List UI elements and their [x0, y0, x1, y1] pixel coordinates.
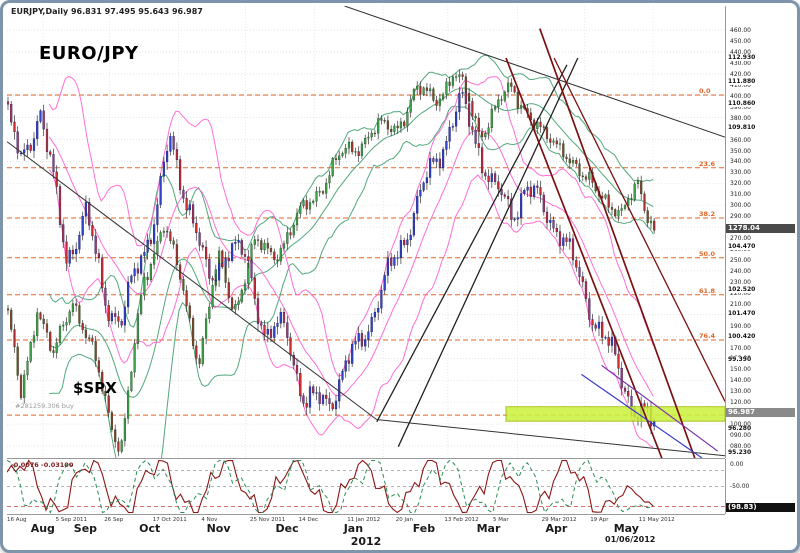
axis-label: 100.420 — [727, 333, 757, 340]
axis-label: 96.280 — [727, 425, 753, 433]
axis-label: 109.810 — [727, 123, 757, 131]
axis-label: 110.860 — [727, 100, 757, 108]
axis-label: 360.00 — [730, 136, 751, 144]
month-label: Feb — [412, 522, 436, 535]
axis-label: 95.230 — [727, 448, 753, 456]
month-label: Sep — [73, 522, 98, 535]
svg-text:76.4: 76.4 — [699, 332, 716, 340]
current-date-label: 01/06/2012 — [605, 535, 656, 544]
oscillator-axis[interactable]: (98.83) 0.00 -50.00 — [725, 459, 795, 514]
axis-label: 102.520 — [727, 286, 757, 294]
axis-label: 101.470 — [727, 309, 757, 317]
time-tick-label: 26 Sep — [104, 517, 124, 523]
time-tick-label: 5 Sep 2011 — [55, 517, 87, 523]
axis-label: 460.00 — [730, 27, 751, 35]
month-label: Aug — [30, 522, 55, 535]
time-tick-label: 25 Nov 2011 — [250, 517, 286, 523]
price-axis[interactable]: 460.00 450.00 440.00 430.00 420.00 410.00 400.… — [725, 6, 795, 458]
axis-label: 410.00 — [730, 81, 751, 89]
axis-label: 120.00 — [730, 399, 751, 407]
time-tick-label: 11 May 2012 — [638, 517, 675, 523]
axis-label: 100.00 — [730, 421, 751, 429]
order-annotation: #281259.306 buy — [15, 402, 74, 410]
time-tick-label: 14 Dec — [298, 517, 318, 523]
month-label: Mar — [476, 522, 501, 535]
time-tick-label: 5 Mar — [493, 517, 509, 523]
symbol-ohlc-title: EURJPY,Daily 96.831 97.495 95.643 96.987 — [11, 7, 203, 16]
time-tick-label: 16 Aug — [7, 517, 27, 523]
axis-label: 440.00 — [730, 49, 751, 56]
axis-label: 170.00 — [730, 344, 751, 352]
axis-label: 0.00 — [730, 461, 744, 468]
axis-label: 210.00 — [730, 300, 751, 308]
price-tag: 96.987 — [726, 407, 795, 417]
axis-label: 350.00 — [730, 147, 751, 155]
axis-label: 080.00 — [730, 443, 751, 450]
month-label: Apr — [545, 522, 568, 535]
axis-label: 140.00 — [730, 377, 751, 385]
time-tick-label: 19 Apr — [590, 517, 609, 523]
axis-label: 230.00 — [730, 278, 751, 286]
indicator-values-label: -0.0076 -0.03100 — [11, 461, 74, 469]
time-tick-label: 13 Feb 2012 — [444, 517, 479, 523]
svg-text:50.0: 50.0 — [699, 250, 716, 258]
axis-label: 130.00 — [730, 388, 751, 396]
price-chart-canvas[interactable]: 0.0 23.6 38.2 50.0 61.8 76.4 — [7, 6, 725, 458]
oscillator-panel[interactable] — [7, 459, 725, 515]
pair-label: EURO/JPY — [39, 43, 139, 64]
axis-label: 150.00 — [730, 366, 751, 374]
time-tick-label: 29 Mar 2012 — [541, 517, 577, 523]
axis-label: 380.00 — [730, 114, 751, 122]
axis-label: 450.00 — [730, 38, 751, 45]
month-label: Dec — [275, 522, 299, 535]
axis-label: 111.880 — [727, 77, 757, 85]
svg-text:61.8: 61.8 — [699, 287, 716, 295]
time-tick-label: 4 Nov — [201, 517, 218, 523]
axis-label: 112.930 — [727, 54, 757, 62]
axis-label: 310.00 — [730, 191, 751, 199]
axis-label: 190.00 — [730, 322, 751, 330]
axis-label: 104.470 — [727, 242, 757, 250]
svg-text:23.6: 23.6 — [699, 160, 716, 168]
time-axis[interactable]: 2012 01/06/2012 16 Aug 5 Sep 2011 26 Sep 17… — [7, 515, 725, 548]
axis-label: 240.00 — [730, 267, 751, 275]
month-label: May — [613, 522, 639, 535]
axis-label: 320.00 — [730, 180, 751, 188]
axis-label: 390.00 — [730, 103, 751, 111]
axis-label: -50.00 — [730, 482, 750, 490]
svg-text:38.2: 38.2 — [699, 210, 715, 218]
axis-label: 430.00 — [730, 59, 751, 67]
axis-label: 270.00 — [730, 235, 751, 242]
time-tick-label: 17 Oct 2011 — [152, 517, 187, 523]
axis-label: 090.00 — [730, 432, 751, 439]
time-tick-label: 11 Jan 2012 — [347, 517, 381, 523]
axis-label: 250.00 — [730, 256, 751, 264]
price-chart-panel[interactable]: 0.0 23.6 38.2 50.0 61.8 76.4 — [7, 6, 725, 459]
oscillator-canvas[interactable] — [7, 459, 725, 514]
time-tick-label: 20 Jan — [395, 517, 414, 523]
spx-label: $SPX — [73, 379, 117, 397]
axis-label: 290.00 — [730, 213, 751, 221]
axis-label: 340.00 — [730, 158, 751, 166]
price-tag: 1278.04 — [726, 224, 795, 234]
month-label: Nov — [206, 522, 231, 535]
axis-label: 420.00 — [730, 70, 751, 78]
axis-label: 330.00 — [730, 169, 751, 177]
month-label: Oct — [139, 522, 161, 535]
month-label: Jan — [343, 522, 364, 535]
axis-label: 400.00 — [730, 92, 751, 100]
axis-label: 300.00 — [730, 202, 751, 210]
oscillator-value-tag: (98.83) — [726, 503, 795, 512]
axis-label: 220.00 — [730, 289, 751, 297]
axis-label: 99.390 — [727, 356, 753, 363]
year-label: 2012 — [350, 535, 382, 548]
svg-text:0.0: 0.0 — [699, 87, 711, 95]
